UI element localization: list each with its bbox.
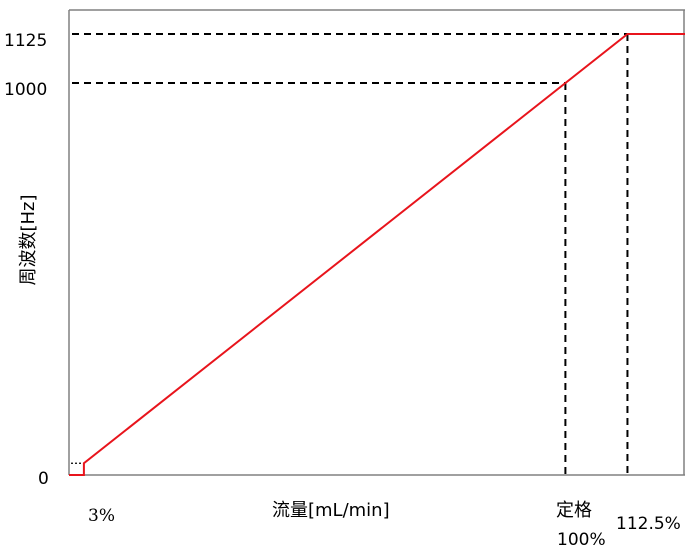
series-group [69, 33, 685, 476]
x-rated-label: 定格 [556, 500, 592, 521]
y-tick-label-0: 0 [38, 469, 49, 489]
x-max-label: 112.5% [616, 514, 681, 534]
y-axis-title: 周波数[Hz] [18, 194, 39, 285]
y-tick-label-1125: 1125 [4, 31, 47, 51]
x-start-label: 3% [88, 506, 115, 526]
x-rated-percent-label: 100% [557, 530, 606, 550]
reference-lines [72, 33, 629, 475]
y-tick-label-1000: 1000 [4, 80, 47, 100]
series-line-0 [69, 33, 685, 476]
plot-frame [68, 9, 685, 476]
x-axis-title: 流量[mL/min] [272, 500, 390, 521]
